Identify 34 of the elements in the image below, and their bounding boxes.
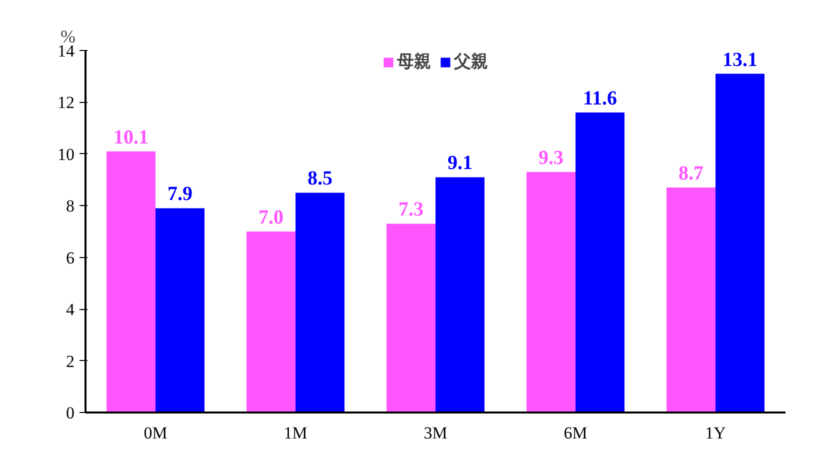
legend-label: 母親	[397, 51, 431, 73]
data-label: 7.9	[168, 183, 192, 206]
bar	[246, 232, 296, 412]
data-label: 7.0	[258, 206, 284, 228]
y-tick-label: 0	[66, 404, 74, 422]
y-tick-label: 2	[66, 352, 74, 371]
data-label: 10.1	[114, 126, 148, 148]
bar	[576, 112, 624, 412]
bar	[296, 192, 344, 412]
x-tick-label: 6M	[564, 424, 588, 442]
x-tick-label: 0M	[144, 424, 168, 442]
legend-label: 父親	[454, 51, 488, 73]
data-label: 9.3	[538, 147, 564, 170]
bar	[386, 224, 436, 412]
bar	[156, 208, 204, 412]
bar	[436, 177, 484, 412]
y-tick-label: 6	[66, 248, 74, 268]
x-tick-label: 1Y	[705, 424, 726, 442]
data-label: 13.1	[722, 48, 758, 71]
x-tick-label: 1M	[284, 424, 308, 442]
bar	[716, 74, 764, 412]
x-tick-label: 3M	[424, 424, 448, 442]
y-tick-label: 10	[58, 144, 74, 164]
bar	[106, 151, 156, 412]
data-label: 8.7	[678, 162, 704, 185]
y-tick-label: 4	[66, 300, 75, 320]
bar	[526, 172, 576, 412]
y-tick-label: 8	[66, 196, 74, 216]
bar	[666, 188, 716, 412]
data-label: 7.3	[398, 198, 424, 221]
data-label: 8.5	[308, 168, 332, 190]
y-tick-label: 12	[58, 93, 74, 112]
data-label: 11.6	[583, 88, 617, 110]
data-label: 9.1	[448, 152, 472, 174]
